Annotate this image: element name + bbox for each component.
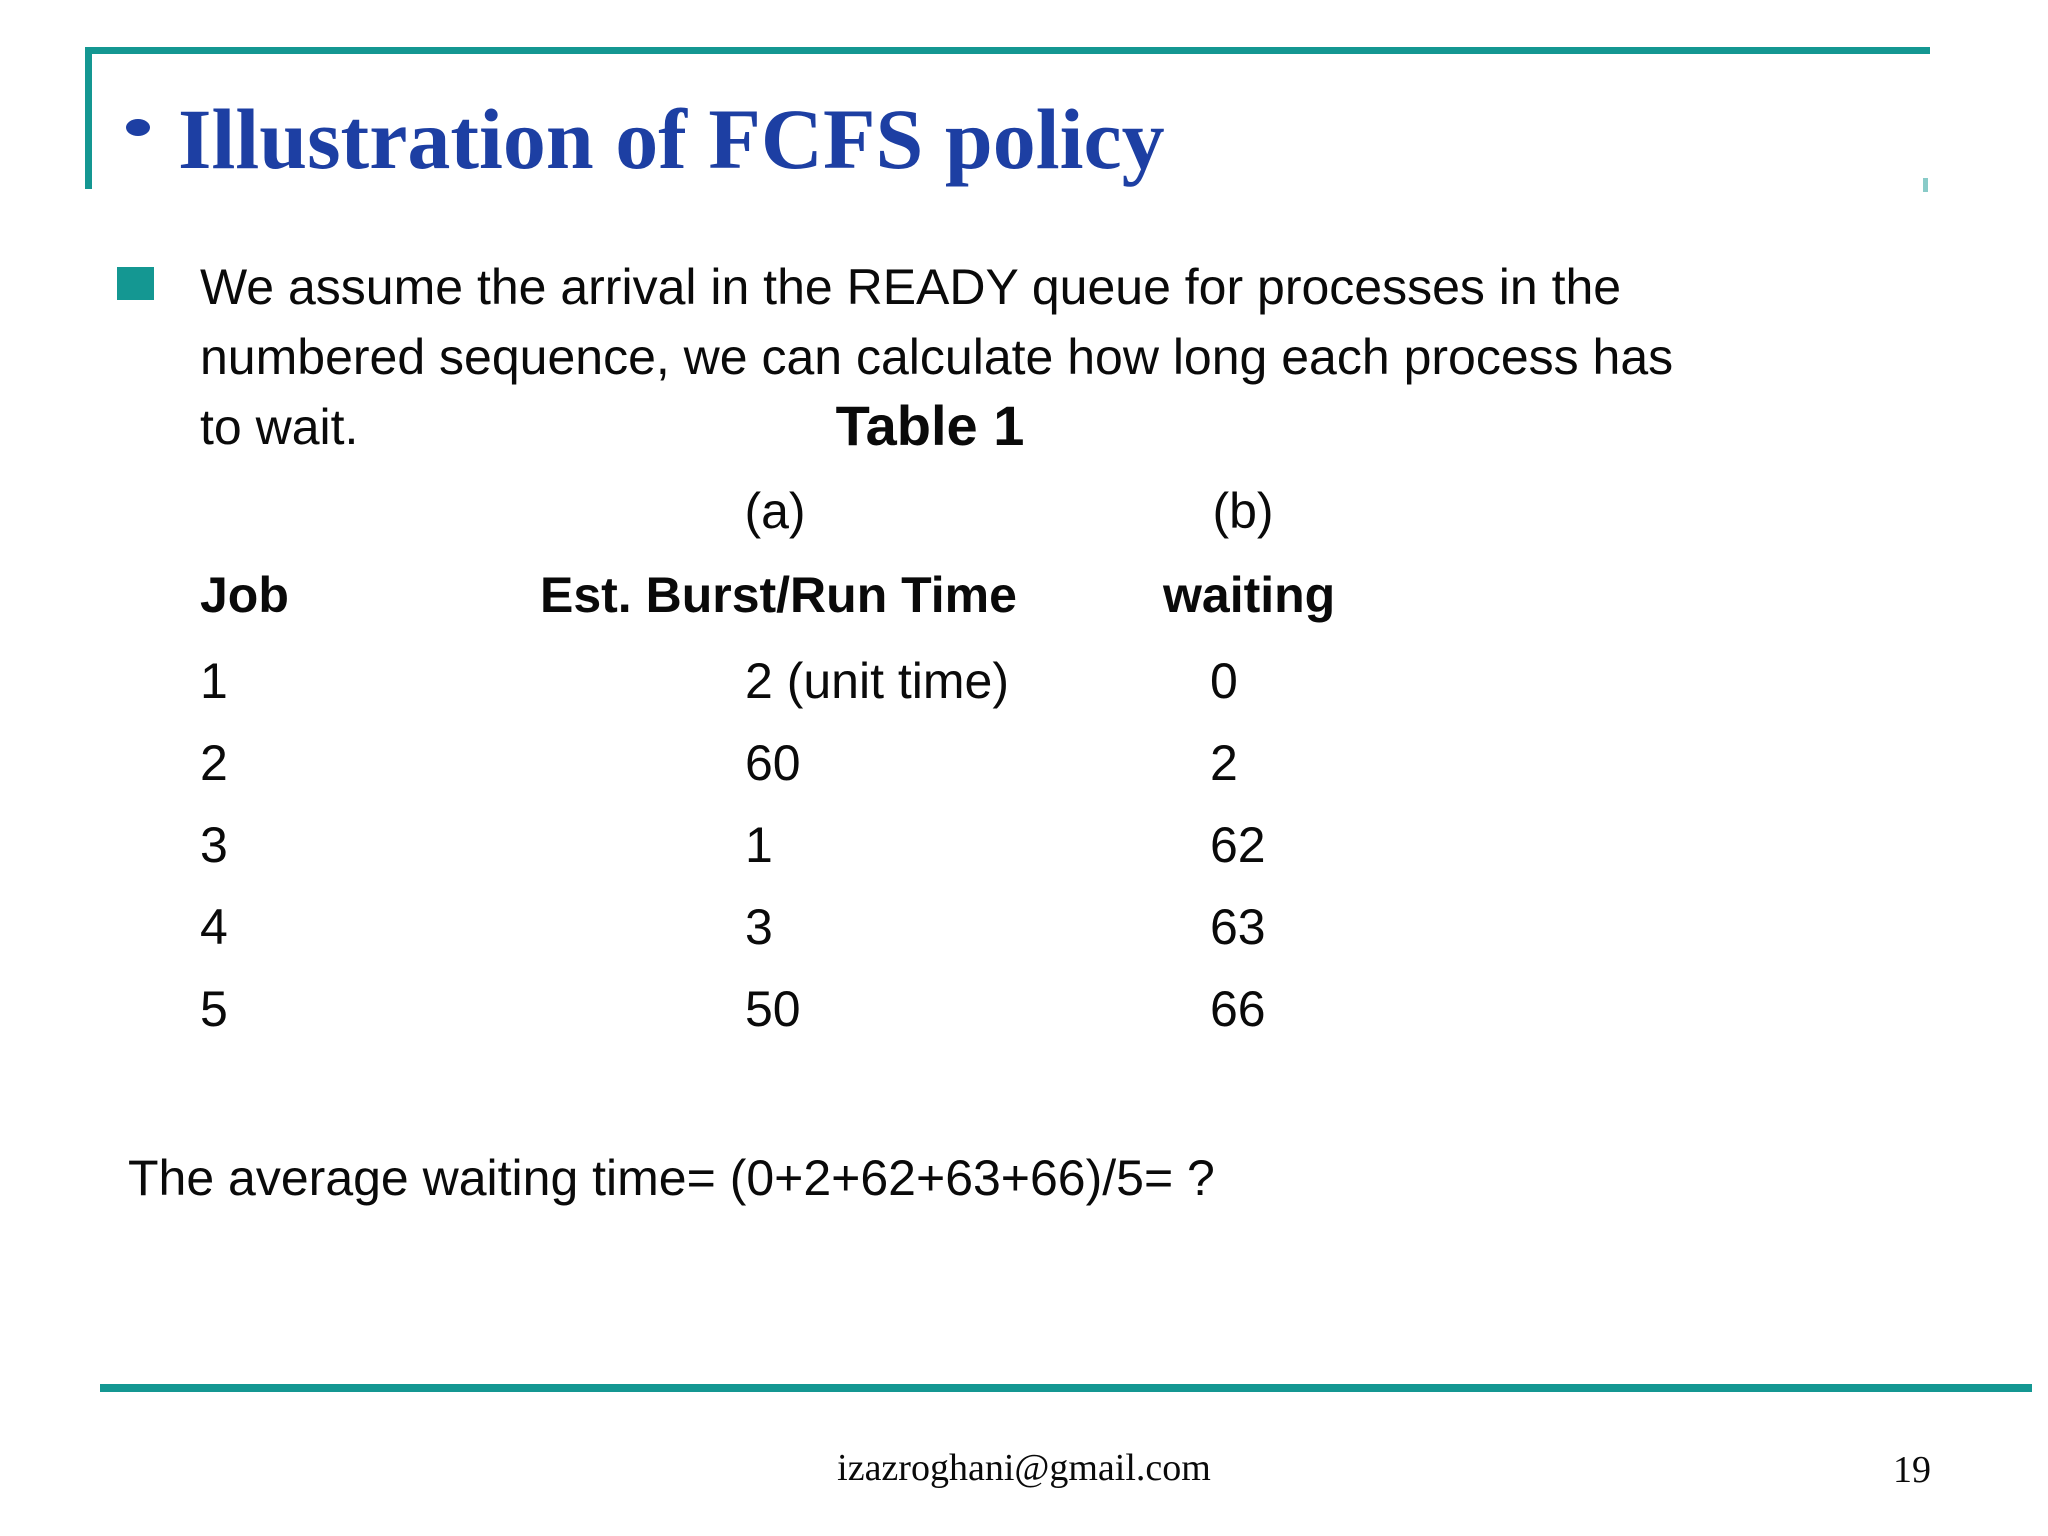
table-row-waiting: 66 [1210,981,1266,1037]
bullet-line: We assume the arrival in the READY queue… [200,259,1622,315]
column-group-label-b: (b) [1212,483,1274,539]
table-row-burst: 2 (unit time) [745,653,1009,709]
bullet-square-icon [117,267,154,300]
table-row-job: 4 [200,899,228,955]
frame-right-tick [1923,178,1928,192]
table-row-waiting: 62 [1210,817,1266,873]
bullet-paragraph: We assume the arrival in the READY queue… [200,252,1980,462]
table-row-job: 3 [200,817,228,873]
column-header-burst: Est. Burst/Run Time [540,567,1017,623]
bullet-dot-icon [126,119,150,136]
table-row-waiting: 0 [1210,653,1238,709]
column-header-job: Job [200,567,289,623]
column-group-label-a: (a) [744,483,806,539]
footer-email: izazroghani@gmail.com [837,1447,1211,1489]
table-row-waiting: 2 [1210,735,1238,791]
page-number: 19 [1893,1449,1931,1491]
table-row-waiting: 63 [1210,899,1266,955]
frame-left-border [85,47,92,189]
table-row-job: 5 [200,981,228,1037]
table-caption: Table 1 [835,394,1025,457]
bullet-line: to wait. [200,399,359,455]
table-row-burst: 50 [745,981,801,1037]
frame-top-border [85,47,1930,54]
table-row-burst: 60 [745,735,801,791]
average-waiting-time-text: The average waiting time= (0+2+62+63+66)… [128,1150,1215,1206]
table-row-burst: 1 [745,817,773,873]
bullet-line: numbered sequence, we can calculate how … [200,329,1674,385]
footer-divider [100,1384,2032,1392]
table-row-job: 1 [200,653,228,709]
column-header-waiting: waiting [1163,567,1336,623]
page-title: Illustration of FCFS policy [178,91,1165,187]
table-row-burst: 3 [745,899,773,955]
table-row-job: 2 [200,735,228,791]
